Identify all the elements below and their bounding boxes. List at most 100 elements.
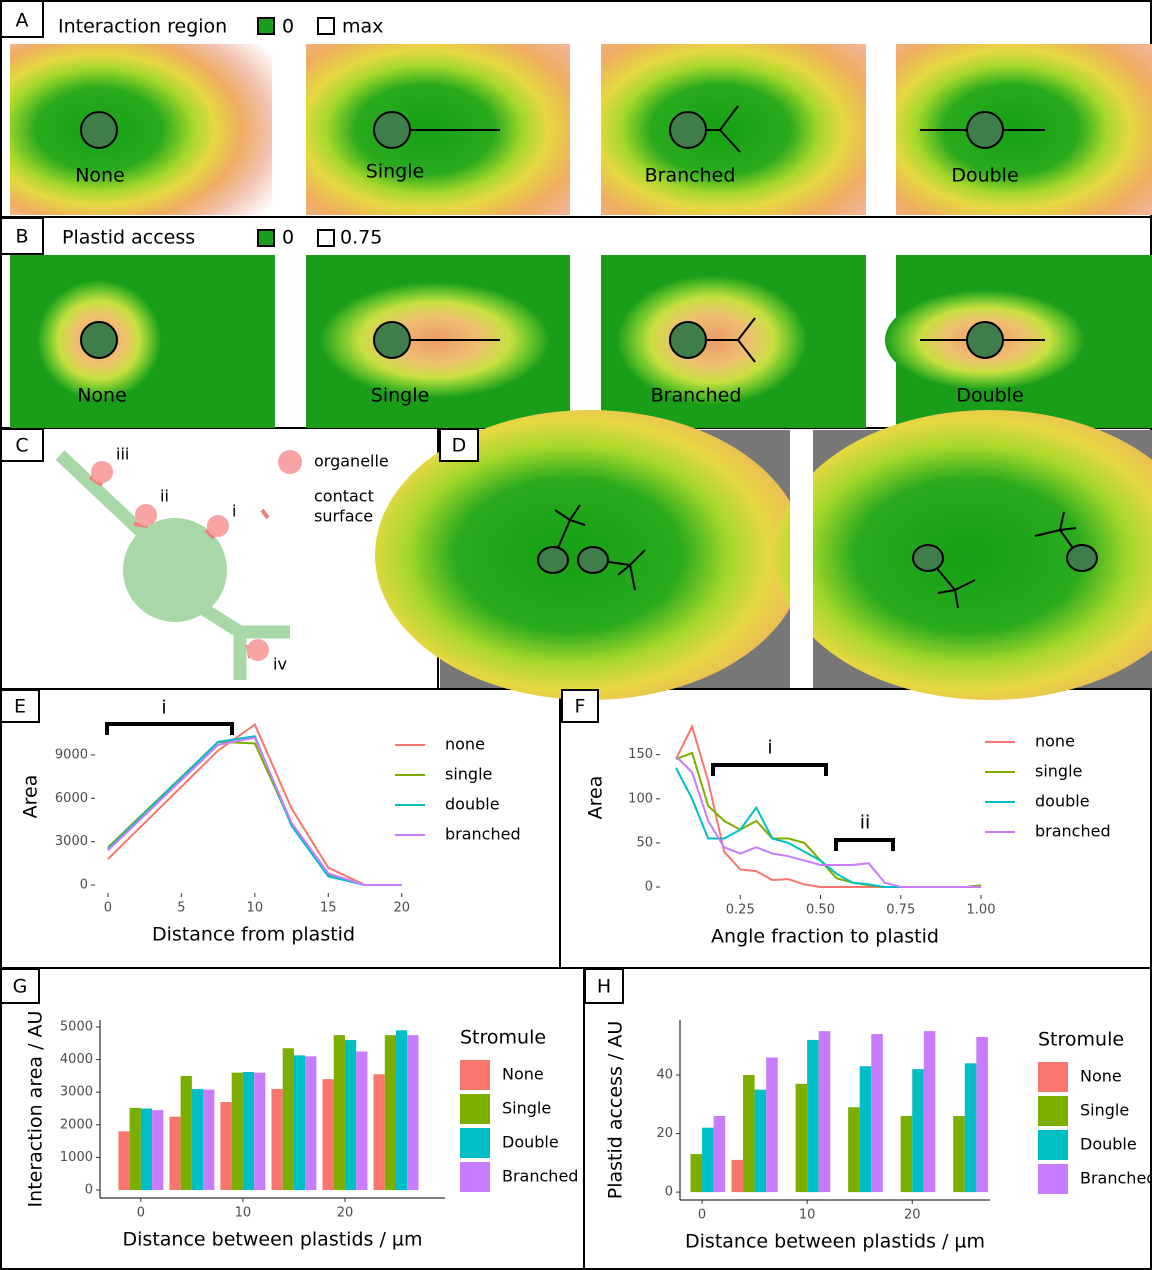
bar [385, 1035, 396, 1190]
legend-swatch [258, 230, 274, 246]
tile-label: Single [371, 385, 429, 407]
panel-letter: E [14, 696, 26, 718]
bar [305, 1056, 316, 1190]
y-tick-label: 20 [656, 1126, 673, 1141]
x-axis-title: Distance between plastids / µm [685, 1231, 985, 1253]
heatmap [10, 44, 272, 215]
legend-label: surface [314, 507, 373, 526]
x-tick-label: 5 [177, 901, 185, 916]
legend-label: single [445, 765, 492, 784]
bar [203, 1090, 214, 1190]
y-tick-label: 0 [85, 1183, 93, 1198]
bar [871, 1034, 883, 1192]
bar [743, 1075, 755, 1192]
bar [323, 1079, 334, 1190]
x-tick-label: 0.75 [886, 903, 915, 918]
legend-label: none [1035, 732, 1075, 751]
x-axis-title: Angle fraction to plastid [711, 926, 939, 948]
annotation: ii [860, 812, 871, 834]
bar [118, 1131, 129, 1190]
x-axis-title: Distance between plastids / µm [123, 1229, 423, 1251]
bar [860, 1066, 872, 1192]
panel-letter: F [575, 696, 586, 718]
legend-title: Stromule [460, 1027, 546, 1049]
y-tick-label: 100 [628, 791, 653, 806]
tile-label: Branched [651, 385, 742, 407]
bar [691, 1154, 703, 1192]
annotation: i [161, 697, 166, 719]
gap [790, 430, 813, 688]
legend-label: branched [445, 825, 521, 844]
bar [220, 1102, 231, 1190]
y-tick-label: 0 [665, 1185, 673, 1200]
bar [766, 1057, 778, 1192]
bar [407, 1035, 418, 1190]
y-axis-title: Interaction area / AU [25, 1011, 47, 1208]
y-tick-label: 40 [656, 1068, 673, 1083]
x-tick-label: 20 [393, 901, 410, 916]
panel-letter: C [15, 435, 28, 457]
x-tick-label: 0 [137, 1206, 145, 1221]
tile-label: Double [956, 385, 1023, 407]
legend-label: branched [1035, 822, 1111, 841]
x-tick-label: 10 [799, 1208, 816, 1223]
bar [232, 1073, 243, 1190]
bar [807, 1040, 819, 1192]
tile-label: Branched [645, 165, 736, 187]
bar [141, 1109, 152, 1191]
legend-label: Single [502, 1099, 551, 1118]
bar [243, 1072, 254, 1190]
bar [912, 1069, 924, 1192]
bar [345, 1040, 356, 1190]
panel-b: B Plastid access 0 0.75 None Single Bran… [1, 218, 1152, 428]
bar [714, 1116, 726, 1192]
legend-label: none [445, 735, 485, 754]
x-axis-title: Distance from plastid [152, 924, 355, 946]
bar [283, 1048, 294, 1190]
legend-label: Branched [502, 1167, 578, 1186]
y-tick-label: 2000 [60, 1117, 93, 1132]
tile-label: None [75, 165, 125, 187]
bar [976, 1037, 988, 1192]
legend-label: 0 [282, 227, 294, 249]
panel-title: Plastid access [62, 227, 195, 249]
marker-label: iii [116, 445, 129, 464]
line [108, 736, 402, 885]
bar [953, 1116, 965, 1192]
x-tick-label: 0.50 [806, 903, 835, 918]
y-tick-label: 5000 [60, 1020, 93, 1035]
legend-label: Single [1080, 1101, 1129, 1120]
legend-label: double [445, 795, 500, 814]
panel-a: A Interaction region 0 max None Single B… [1, 1, 1152, 215]
x-tick-label: 10 [247, 901, 264, 916]
bar [819, 1031, 831, 1192]
legend-label: max [342, 16, 383, 38]
bar [254, 1073, 265, 1190]
y-axis-title: Area [20, 775, 42, 819]
legend-key [1038, 1130, 1068, 1160]
y-tick-label: 0 [645, 880, 653, 895]
marker-label: i [232, 502, 236, 521]
figure: A Interaction region 0 max None Single B… [0, 0, 1152, 1270]
legend-label: Double [502, 1133, 559, 1152]
legend-label: None [1080, 1067, 1122, 1086]
bar [356, 1051, 367, 1190]
legend-label: 0.75 [340, 227, 382, 249]
legend-swatch [318, 230, 334, 246]
y-tick-label: 3000 [55, 834, 88, 849]
y-tick-label: 4000 [60, 1052, 93, 1067]
line [676, 726, 981, 887]
bar [334, 1035, 345, 1190]
x-tick-label: 0 [698, 1208, 706, 1223]
x-tick-label: 0.25 [726, 903, 755, 918]
panel-letter: A [16, 10, 29, 32]
legend-key [1038, 1164, 1068, 1194]
legend-key [1038, 1096, 1068, 1126]
y-tick-label: 0 [80, 878, 88, 893]
bar [169, 1117, 180, 1190]
y-tick-label: 1000 [60, 1150, 93, 1165]
legend-label: 0 [282, 16, 294, 38]
bar [396, 1030, 407, 1190]
bar [924, 1031, 936, 1192]
x-tick-label: 20 [904, 1208, 921, 1223]
